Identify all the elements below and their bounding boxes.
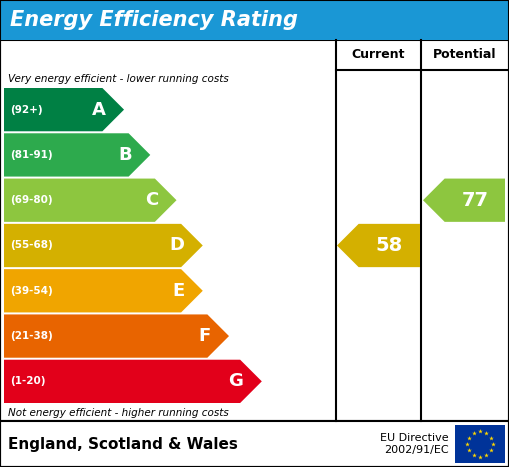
- Text: Energy Efficiency Rating: Energy Efficiency Rating: [10, 10, 298, 30]
- Text: Current: Current: [352, 49, 405, 62]
- Text: (69-80): (69-80): [10, 195, 52, 205]
- Polygon shape: [4, 360, 262, 403]
- Polygon shape: [4, 88, 124, 131]
- Text: D: D: [169, 236, 184, 255]
- Text: A: A: [92, 101, 106, 119]
- Text: (92+): (92+): [10, 105, 43, 114]
- Text: England, Scotland & Wales: England, Scotland & Wales: [8, 437, 238, 452]
- Polygon shape: [4, 269, 203, 312]
- Bar: [0, 421, 509, 467]
- Text: (55-68): (55-68): [10, 241, 53, 250]
- Polygon shape: [4, 224, 203, 267]
- Text: F: F: [199, 327, 211, 345]
- Polygon shape: [4, 178, 177, 222]
- Text: 77: 77: [461, 191, 488, 210]
- Text: Very energy efficient - lower running costs: Very energy efficient - lower running co…: [8, 73, 229, 84]
- Text: E: E: [172, 282, 184, 300]
- Text: B: B: [118, 146, 132, 164]
- Text: (1-20): (1-20): [10, 376, 45, 386]
- Bar: [455, 425, 505, 463]
- Text: (21-38): (21-38): [10, 331, 53, 341]
- Polygon shape: [337, 224, 420, 267]
- Text: C: C: [145, 191, 158, 209]
- Text: (39-54): (39-54): [10, 286, 53, 296]
- Text: G: G: [229, 372, 243, 390]
- Text: (81-91): (81-91): [10, 150, 52, 160]
- Bar: [0, 0, 509, 40]
- Polygon shape: [4, 314, 229, 358]
- Text: Potential: Potential: [433, 49, 497, 62]
- Text: 58: 58: [376, 236, 403, 255]
- Polygon shape: [4, 133, 150, 177]
- Bar: [0, 40, 509, 421]
- Text: EU Directive: EU Directive: [380, 433, 449, 443]
- Text: Not energy efficient - higher running costs: Not energy efficient - higher running co…: [8, 408, 229, 417]
- Text: 2002/91/EC: 2002/91/EC: [384, 445, 449, 455]
- Polygon shape: [423, 178, 505, 222]
